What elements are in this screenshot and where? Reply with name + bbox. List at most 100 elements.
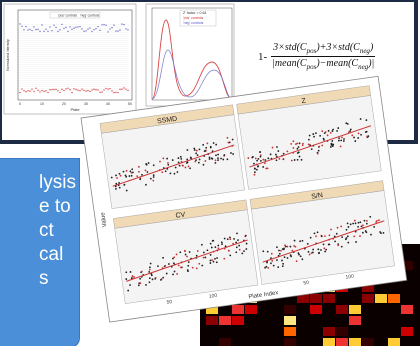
point: [41, 24, 43, 26]
point: [321, 144, 324, 147]
point: [296, 147, 299, 150]
point: [177, 161, 180, 164]
point: [187, 261, 190, 264]
point: [294, 245, 297, 248]
point: [73, 88, 75, 90]
cell: [297, 294, 309, 303]
point: [186, 158, 189, 161]
point: [308, 134, 311, 137]
point: [245, 248, 248, 250]
point: [282, 262, 285, 265]
point: [276, 259, 278, 261]
point: [309, 236, 312, 239]
point: [357, 137, 360, 139]
point: [195, 254, 198, 257]
formula-token: )−mean(: [316, 58, 352, 69]
point: [99, 29, 101, 32]
point: [180, 160, 183, 163]
point: [110, 176, 113, 179]
point: [231, 138, 234, 141]
point: [113, 91, 115, 94]
point: [107, 88, 109, 90]
point: [173, 172, 176, 175]
point: [81, 88, 83, 90]
point: [115, 187, 117, 190]
point: [214, 246, 217, 249]
point: [129, 170, 132, 173]
point: [363, 219, 366, 222]
point: [337, 139, 340, 142]
point: [351, 134, 354, 137]
formula-token: )+3×std(: [316, 42, 354, 53]
point: [222, 158, 225, 161]
point: [357, 225, 359, 228]
point: [329, 146, 332, 148]
point: [130, 277, 133, 279]
point: [214, 257, 216, 260]
point: [324, 235, 326, 238]
x-tick-label: 50: [128, 102, 132, 106]
point: [204, 256, 207, 259]
point: [179, 155, 182, 158]
point: [95, 27, 97, 30]
point: [220, 241, 223, 244]
point: [41, 89, 43, 92]
point: [233, 237, 235, 240]
point: [138, 170, 140, 173]
point: [138, 282, 141, 285]
point: [131, 168, 134, 171]
callout-line: lysis: [39, 172, 76, 193]
x-tick-label: 50: [166, 299, 173, 306]
point: [27, 90, 29, 92]
legend-label: 'pos' controls: [58, 14, 77, 18]
point: [286, 245, 289, 248]
point: [257, 165, 259, 167]
point: [264, 266, 266, 269]
point: [274, 153, 277, 156]
point: [296, 142, 299, 145]
point: [81, 28, 83, 30]
point: [23, 89, 25, 92]
point: [211, 157, 214, 160]
point: [184, 250, 186, 253]
point: [180, 157, 183, 160]
point: [125, 189, 128, 192]
point: [79, 25, 81, 28]
point: [253, 173, 256, 176]
point: [97, 25, 99, 28]
point: [345, 228, 348, 231]
point: [326, 134, 329, 137]
point: [193, 147, 196, 150]
point: [367, 135, 370, 138]
point: [370, 233, 372, 236]
formula-token: C: [353, 42, 360, 53]
callout-line: ct: [39, 220, 54, 241]
point: [167, 263, 170, 265]
point: [61, 23, 63, 26]
point: [130, 171, 133, 174]
point: [227, 141, 230, 144]
point: [259, 155, 262, 158]
cell: [362, 294, 374, 303]
point: [276, 146, 278, 148]
legend-label: Z' factor = 0.64: [183, 11, 206, 15]
point: [289, 245, 292, 248]
point: [310, 252, 313, 254]
plot-area: [151, 7, 233, 101]
point: [31, 29, 33, 32]
panel-area: [101, 114, 245, 209]
point: [152, 174, 155, 177]
point: [359, 235, 361, 237]
cell: [284, 305, 296, 314]
point: [118, 186, 121, 189]
point: [55, 26, 57, 29]
point: [141, 173, 143, 176]
point: [254, 157, 257, 160]
point: [307, 250, 310, 253]
point: [195, 152, 198, 155]
point: [238, 244, 241, 247]
point: [177, 157, 180, 159]
cell: [219, 338, 231, 346]
point: [29, 28, 31, 31]
callout-line: s: [39, 268, 49, 289]
